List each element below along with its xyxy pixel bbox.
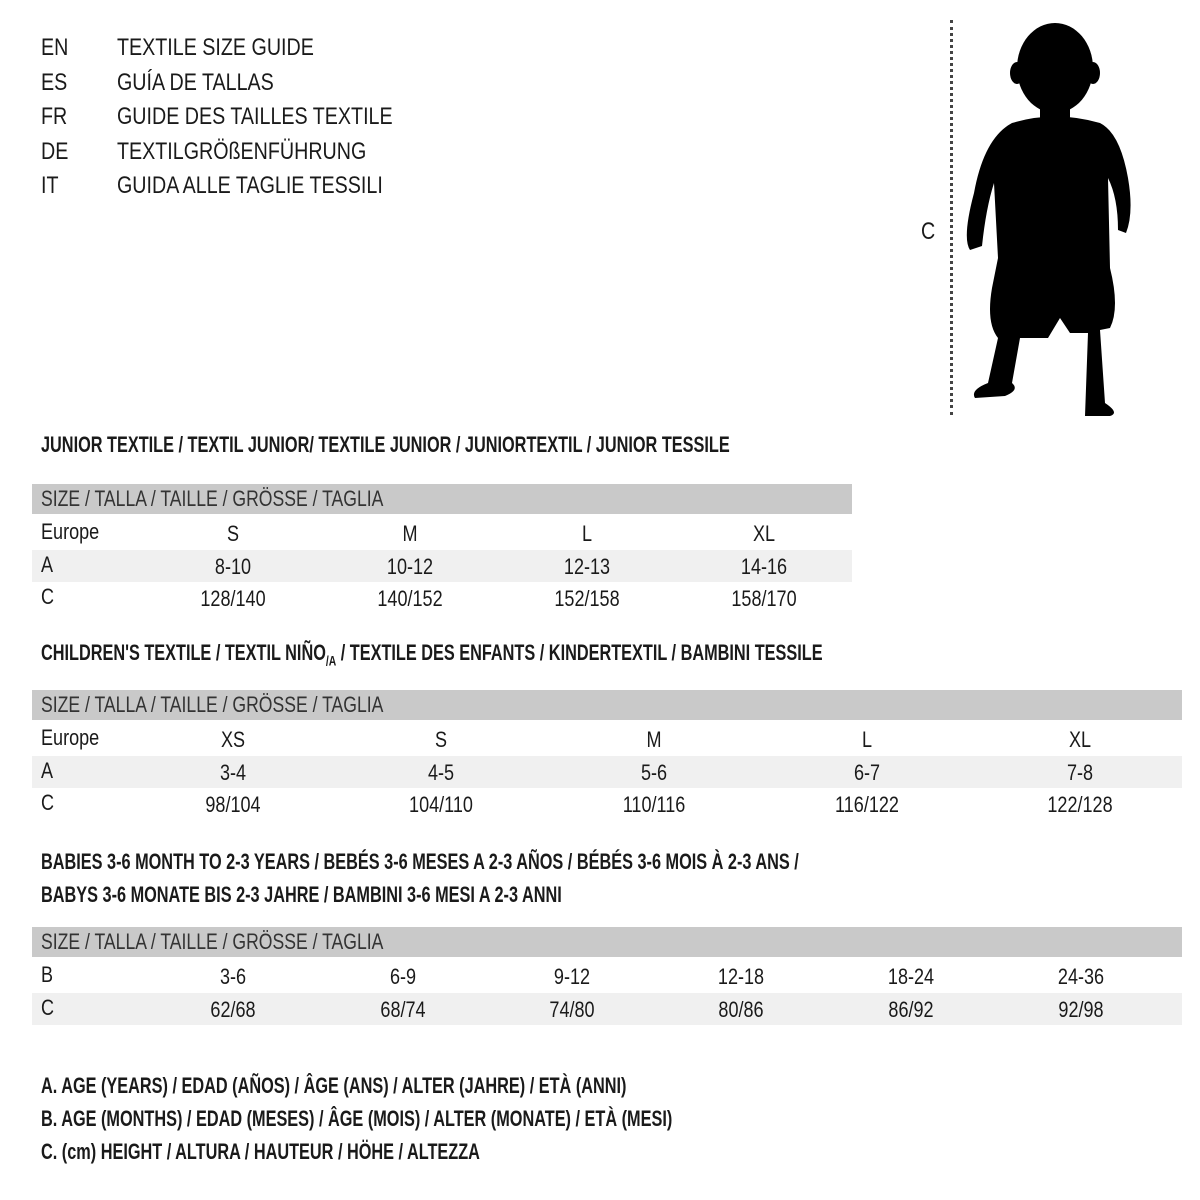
babies-title-line2: BABYS 3-6 MONATE BIS 2-3 JAHRE / BAMBINI… — [41, 882, 562, 907]
table-cell: S — [434, 727, 448, 752]
child-silhouette-icon — [966, 23, 1131, 416]
table-row: B 3-6 6-9 9-12 12-18 18-24 24-36 — [32, 960, 1182, 992]
table-cell: XL — [752, 521, 776, 546]
table-cell: M — [402, 521, 418, 546]
lang-title: TEXTILGRÖßENFÜHRUNG — [117, 137, 367, 165]
table-cell: 86/92 — [888, 996, 934, 1022]
size-header-label: SIZE / TALLA / TAILLE / GRÖSSE / TAGLIA — [41, 929, 384, 954]
size-header-bar: SIZE / TALLA / TAILLE / GRÖSSE / TAGLIA — [32, 927, 1182, 957]
size-header-bar: SIZE / TALLA / TAILLE / GRÖSSE / TAGLIA — [32, 484, 852, 514]
table-cell: 68/74 — [380, 996, 426, 1022]
table-cell: 62/68 — [210, 996, 256, 1022]
table-cell: 140/152 — [377, 586, 443, 611]
table-cell: L — [861, 727, 873, 752]
height-marker: C — [921, 218, 936, 245]
lang-code: DE — [41, 137, 69, 165]
row-label: A — [41, 551, 54, 577]
table-cell: 116/122 — [835, 792, 899, 817]
row-label: C — [41, 584, 55, 609]
table-cell: S — [226, 521, 240, 546]
table-cell: 3-6 — [219, 964, 247, 989]
table-cell: 104/110 — [409, 792, 473, 817]
children-title: CHILDREN'S TEXTILE / TEXTIL NIÑO/A / TEX… — [41, 640, 823, 673]
table-row: C 62/68 68/74 74/80 80/86 86/92 92/98 — [32, 992, 1182, 1025]
table-cell: 80/86 — [718, 996, 764, 1022]
table-row: C 128/140 140/152 152/158 158/170 — [32, 582, 852, 614]
table-cell: L — [581, 521, 593, 546]
row-label: Europe — [41, 519, 100, 544]
lang-code: IT — [41, 172, 59, 199]
table-cell: 18-24 — [887, 964, 935, 989]
lang-code: FR — [41, 103, 68, 130]
table-row: A 8-10 10-12 12-13 14-16 — [32, 549, 852, 582]
table-cell: 12-13 — [563, 553, 611, 579]
legend-a: A. AGE (YEARS) / EDAD (AÑOS) / ÂGE (ANS)… — [41, 1073, 627, 1098]
lang-title: GUIDA ALLE TAGLIE TESSILI — [117, 172, 383, 199]
table-cell: XS — [220, 727, 246, 752]
table-row: Europe S M L XL — [32, 517, 852, 549]
table-cell: 7-8 — [1066, 759, 1094, 785]
children-title-sub: /A — [325, 652, 337, 669]
size-header-bar: SIZE / TALLA / TAILLE / GRÖSSE / TAGLIA — [32, 690, 1182, 720]
table-cell: 5-6 — [640, 759, 668, 785]
size-header-label: SIZE / TALLA / TAILLE / GRÖSSE / TAGLIA — [41, 486, 384, 511]
table-cell: 24-36 — [1057, 964, 1105, 989]
table-row: A 3-4 4-5 5-6 6-7 7-8 — [32, 755, 1182, 788]
table-cell: 6-9 — [389, 964, 417, 989]
table-cell: 128/140 — [200, 586, 266, 611]
children-title-rest: / TEXTILE DES ENFANTS / KINDERTEXTIL / B… — [336, 640, 823, 665]
legend-c: C. (cm) HEIGHT / ALTURA / HAUTEUR / HÖHE… — [41, 1139, 480, 1164]
table-cell: 4-5 — [427, 759, 455, 785]
size-header-label: SIZE / TALLA / TAILLE / GRÖSSE / TAGLIA — [41, 692, 384, 717]
table-cell: 14-16 — [740, 553, 788, 579]
table-cell: 158/170 — [731, 586, 797, 611]
height-dotted-line — [950, 20, 953, 415]
table-cell: 74/80 — [549, 996, 595, 1022]
table-cell: 6-7 — [853, 759, 881, 785]
lang-title: GUÍA DE TALLAS — [117, 68, 274, 96]
lang-title: TEXTILE SIZE GUIDE — [117, 34, 314, 61]
table-cell: 3-4 — [219, 759, 247, 785]
table-cell: M — [646, 727, 662, 752]
row-label: Europe — [41, 725, 100, 750]
table-cell: 98/104 — [205, 792, 261, 817]
babies-title-line1: BABIES 3-6 MONTH TO 2-3 YEARS / BEBÉS 3-… — [41, 849, 799, 874]
row-label: A — [41, 757, 54, 783]
row-label: C — [41, 790, 55, 815]
table-cell: 12-18 — [717, 964, 765, 989]
table-cell: 9-12 — [553, 964, 591, 989]
row-label: B — [41, 962, 54, 987]
table-cell: 10-12 — [386, 553, 434, 579]
table-cell: 92/98 — [1058, 996, 1104, 1022]
table-cell: 110/116 — [622, 792, 686, 817]
lang-code: EN — [41, 34, 69, 61]
lang-title: GUIDE DES TAILLES TEXTILE — [117, 103, 393, 130]
children-title-main: CHILDREN'S TEXTILE / TEXTIL NIÑO — [41, 640, 326, 665]
table-cell: 152/158 — [554, 586, 620, 611]
table-cell: 122/128 — [1047, 792, 1113, 817]
table-cell: 8-10 — [214, 553, 252, 579]
lang-code: ES — [41, 68, 68, 96]
row-label: C — [41, 994, 55, 1020]
legend-b: B. AGE (MONTHS) / EDAD (MESES) / ÂGE (MO… — [41, 1106, 673, 1131]
table-row: Europe XS S M L XL — [32, 723, 1182, 755]
table-cell: XL — [1068, 727, 1092, 752]
table-row: C 98/104 104/110 110/116 116/122 122/128 — [32, 788, 1182, 820]
junior-title: JUNIOR TEXTILE / TEXTIL JUNIOR/ TEXTILE … — [41, 432, 730, 457]
